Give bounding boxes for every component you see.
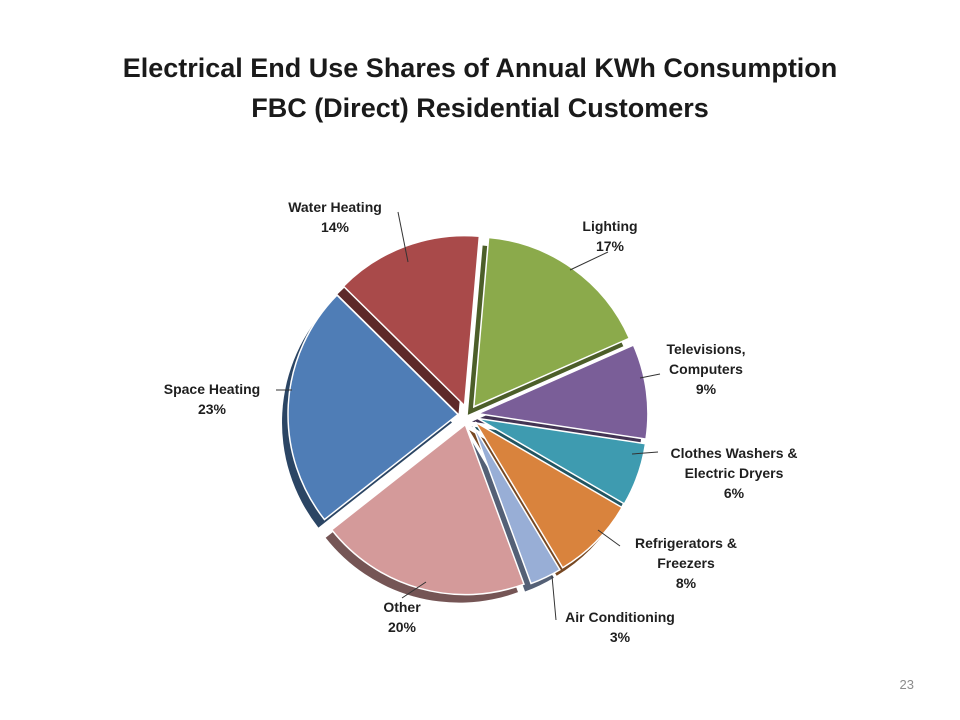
- slice-refrigerators-freezers: [474, 421, 624, 569]
- data-label-other: Other 20%: [383, 599, 421, 635]
- pie-slices: [287, 234, 649, 596]
- slice-televisions-computers: [475, 344, 649, 440]
- title-line-2: FBC (Direct) Residential Customers: [251, 93, 709, 123]
- data-label-space-heating: Space Heating 23%: [164, 381, 260, 417]
- data-label-televisions-computers: Televisions, Computers 9%: [666, 341, 745, 397]
- leader-line-clothes-washers-electric-dryers: [631, 451, 659, 455]
- leader-line-air-conditioning: [551, 575, 557, 621]
- slice-clothes-washers-electric-dryers: [477, 417, 647, 505]
- leader-line-other: [401, 581, 427, 599]
- page-number: 23: [899, 677, 914, 692]
- slice-water-heating: [342, 234, 481, 408]
- slice-other: [330, 423, 525, 596]
- data-label-lighting: Lighting 17%: [582, 218, 637, 254]
- leader-line-televisions-computers: [639, 373, 661, 379]
- leader-line-lighting: [569, 251, 609, 271]
- data-label-water-heating: Water Heating 14%: [288, 199, 382, 235]
- leader-line-water-heating: [397, 211, 409, 263]
- data-label-clothes-washers-electric-dryers: Clothes Washers & Electric Dryers 6%: [670, 445, 797, 501]
- slide-title: Electrical End Use Shares of Annual KWh …: [0, 48, 960, 128]
- slice-air-conditioning: [471, 423, 561, 585]
- leader-lines: [276, 211, 661, 621]
- slice-space-heating: [287, 294, 460, 521]
- data-label-refrigerators-freezers: Refrigerators & Freezers 8%: [635, 535, 737, 591]
- data-label-air-conditioning: Air Conditioning 3%: [565, 609, 675, 645]
- slice-labels: Lighting 17% Televisions, Computers 9% Clothe…: [164, 199, 798, 645]
- title-line-1: Electrical End Use Shares of Annual KWh …: [122, 53, 838, 83]
- leader-line-refrigerators-freezers: [597, 529, 621, 547]
